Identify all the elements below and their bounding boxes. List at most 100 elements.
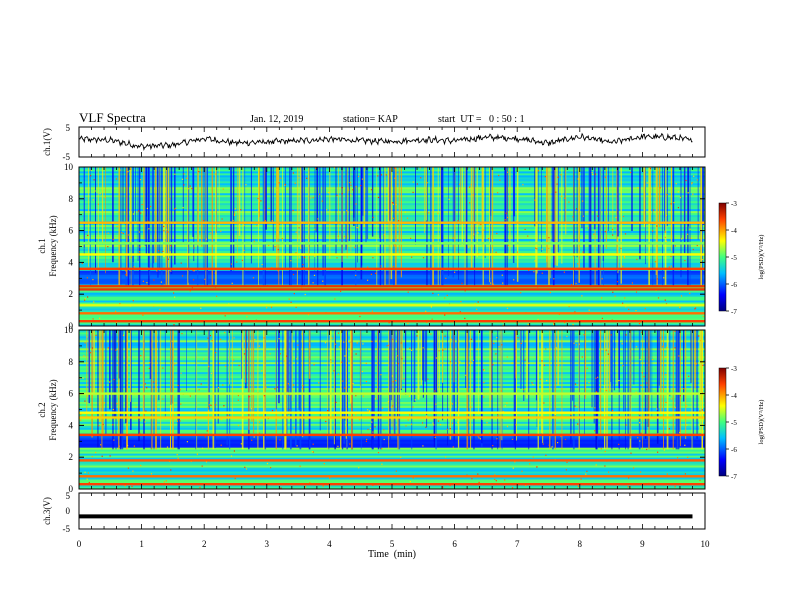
- spectrogram-dot: [91, 347, 94, 349]
- spectrogram-streak: [470, 167, 473, 269]
- spectrogram-dot: [400, 456, 402, 458]
- spectrogram-dot: [174, 363, 176, 365]
- spectrogram-dot: [86, 395, 89, 397]
- spectrogram-streak: [642, 330, 643, 450]
- spectrogram-dot: [298, 177, 300, 179]
- spectrogram-band: [79, 304, 705, 307]
- spectrogram-dot: [204, 436, 206, 438]
- spectrogram-dot: [412, 181, 414, 183]
- spectrogram-dot: [444, 348, 446, 350]
- spectrogram-dot: [330, 359, 332, 361]
- spectrogram-dot: [393, 167, 396, 169]
- spectrogram-dot: [304, 293, 306, 296]
- spectrogram-row: [79, 292, 705, 295]
- spectrogram-dot: [115, 310, 117, 312]
- spectrogram-dot: [525, 484, 527, 487]
- spectrogram-dot: [601, 278, 603, 280]
- spectrogram-dot: [490, 282, 492, 284]
- spectrogram-streak: [350, 167, 352, 252]
- spectrogram-dot: [685, 179, 687, 182]
- spectrogram-streak: [389, 330, 391, 444]
- spectrogram-streak: [169, 167, 170, 259]
- spectrogram-dot: [425, 426, 427, 428]
- spectrogram-streak: [557, 167, 560, 253]
- spectrogram-dot: [577, 263, 579, 265]
- spectrogram-row: [79, 453, 705, 456]
- spectrogram-streak: [329, 167, 331, 259]
- spectrogram-streak: [142, 330, 145, 419]
- spectrogram-dot: [158, 250, 160, 252]
- spectrogram-dot: [94, 190, 96, 192]
- spectrogram-dot: [452, 237, 454, 239]
- spectrogram-streak: [377, 330, 380, 450]
- spectrogram-dot: [691, 183, 693, 185]
- spectrogram-dot: [604, 450, 606, 452]
- spectrogram-streak: [115, 330, 117, 450]
- spectrogram-streak: [465, 330, 466, 388]
- colorbar-tick-label: -5: [731, 419, 737, 427]
- spectrogram-dot: [192, 269, 194, 272]
- spectrogram-dot: [281, 238, 283, 240]
- spectrogram-dot: [245, 184, 247, 186]
- spectrogram-dot: [411, 349, 413, 351]
- spectrogram-row: [79, 308, 705, 311]
- spectrogram-streak: [600, 330, 602, 435]
- spectrogram-dot: [670, 398, 672, 400]
- spectrogram-dot: [636, 258, 638, 261]
- spectrogram-dot: [223, 405, 225, 407]
- spectrogram-streak: [206, 167, 208, 287]
- spectrogram-streak: [319, 330, 321, 431]
- spectrogram-dot: [692, 193, 694, 195]
- spectrogram-dot: [139, 432, 141, 434]
- spectrogram-dot: [153, 381, 155, 383]
- spectrogram-dot: [359, 315, 361, 318]
- spectrogram-dot: [198, 389, 200, 391]
- spectrogram-dot: [625, 334, 627, 336]
- spectrogram-dot: [181, 178, 184, 180]
- spectrogram-dot: [696, 179, 698, 181]
- spectrogram-streak: [135, 167, 136, 221]
- spectrogram-streak: [144, 167, 146, 246]
- spectrogram-streak: [118, 330, 120, 379]
- spectrogram-dot: [289, 409, 291, 411]
- spectrogram-streak: [401, 330, 402, 389]
- time-tick-labels: 0 1 2 3 4 5 6 7 8 9 10: [77, 539, 710, 549]
- spectrogram-dot: [687, 233, 689, 235]
- spectrogram-dot: [372, 216, 374, 218]
- spectrogram-dot: [623, 256, 626, 258]
- spectrogram-streak: [476, 167, 478, 258]
- spectrogram-streak: [295, 330, 297, 446]
- spectrogram-streak: [474, 167, 476, 287]
- spectrogram-dot: [422, 257, 425, 259]
- spectrogram-streak: [464, 167, 466, 287]
- spectrogram-dot: [684, 260, 686, 262]
- spectrogram-dot: [179, 389, 181, 391]
- spectrogram-dot: [196, 453, 198, 455]
- spectrogram-dot: [513, 279, 515, 281]
- spectrogram-streak: [666, 167, 668, 227]
- spectrogram-dot: [377, 175, 379, 177]
- spectrogram-dot: [522, 184, 524, 186]
- spectrogram-dot: [656, 278, 658, 280]
- spectrogram-dot: [200, 383, 202, 385]
- spectrogram-streak: [629, 330, 631, 439]
- spectrogram-dot: [392, 405, 394, 407]
- spectrogram-streak: [379, 167, 380, 239]
- frequency-tick-label: 6: [69, 389, 74, 399]
- spectrogram-streak: [315, 167, 317, 233]
- spectrogram-dot: [170, 270, 172, 272]
- spectrogram-streak: [656, 167, 658, 287]
- spectrogram-dot: [148, 228, 150, 230]
- spectrogram-streak: [411, 330, 413, 450]
- spectrogram-dot: [666, 473, 668, 475]
- spectrogram-dot: [238, 364, 240, 367]
- spectrogram-dot: [386, 345, 388, 347]
- spectrogram-dot: [495, 251, 497, 253]
- frequency-tick-label: 8: [69, 194, 74, 204]
- spectrogram-dot: [180, 262, 182, 264]
- spectrogram-row: [79, 479, 705, 482]
- spectrogram-dot: [633, 467, 635, 469]
- spectrogram-dot: [666, 194, 668, 196]
- spectrogram-dot: [460, 301, 462, 303]
- spectrogram-dot: [132, 470, 134, 472]
